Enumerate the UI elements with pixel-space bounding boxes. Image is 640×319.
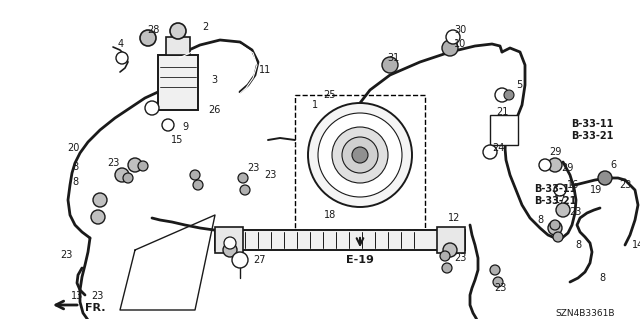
Circle shape bbox=[556, 203, 570, 217]
Circle shape bbox=[495, 88, 509, 102]
Text: 20: 20 bbox=[67, 143, 79, 153]
Circle shape bbox=[123, 173, 133, 183]
Text: 15: 15 bbox=[171, 135, 183, 145]
Circle shape bbox=[548, 158, 562, 172]
Text: 29: 29 bbox=[561, 163, 573, 173]
Text: 4: 4 bbox=[118, 39, 124, 49]
Text: 23: 23 bbox=[494, 283, 506, 293]
Circle shape bbox=[440, 251, 450, 261]
Text: 23: 23 bbox=[107, 158, 119, 168]
Text: B-33-11
B-33-21: B-33-11 B-33-21 bbox=[571, 119, 613, 141]
Text: 8: 8 bbox=[72, 177, 78, 187]
Bar bbox=[490, 115, 518, 145]
Circle shape bbox=[140, 30, 156, 46]
Text: 9: 9 bbox=[182, 122, 188, 132]
Circle shape bbox=[170, 23, 186, 39]
Text: 23: 23 bbox=[247, 163, 259, 173]
Circle shape bbox=[598, 171, 612, 185]
Circle shape bbox=[382, 57, 398, 73]
Text: 8: 8 bbox=[72, 162, 78, 172]
Text: E-19: E-19 bbox=[346, 255, 374, 265]
Text: FR.: FR. bbox=[84, 303, 105, 313]
Circle shape bbox=[115, 168, 129, 182]
Text: 23: 23 bbox=[569, 207, 581, 217]
Circle shape bbox=[493, 277, 503, 287]
Bar bbox=[295, 95, 425, 230]
Text: 23: 23 bbox=[264, 170, 276, 180]
Text: 3: 3 bbox=[211, 75, 217, 85]
Circle shape bbox=[539, 159, 551, 171]
Circle shape bbox=[548, 221, 562, 235]
Circle shape bbox=[504, 90, 514, 100]
Circle shape bbox=[308, 103, 412, 207]
Bar bbox=[437, 227, 465, 253]
Text: 5: 5 bbox=[516, 80, 522, 90]
Text: 27: 27 bbox=[253, 255, 266, 265]
Text: 21: 21 bbox=[496, 107, 508, 117]
Circle shape bbox=[332, 127, 388, 183]
Text: 30: 30 bbox=[454, 25, 466, 35]
Text: 23: 23 bbox=[91, 291, 103, 301]
Text: B-33-11
B-33-21: B-33-11 B-33-21 bbox=[534, 184, 576, 206]
Text: 31: 31 bbox=[387, 53, 399, 63]
Circle shape bbox=[352, 147, 368, 163]
Text: 29: 29 bbox=[549, 147, 561, 157]
Bar bbox=[215, 227, 243, 253]
Text: 19: 19 bbox=[590, 185, 602, 195]
Circle shape bbox=[232, 252, 248, 268]
Text: 14: 14 bbox=[632, 240, 640, 250]
Text: 12: 12 bbox=[448, 213, 460, 223]
Circle shape bbox=[240, 185, 250, 195]
Bar bbox=[215, 230, 465, 250]
Text: 16: 16 bbox=[567, 180, 579, 190]
Circle shape bbox=[128, 158, 142, 172]
Circle shape bbox=[193, 180, 203, 190]
Text: 24: 24 bbox=[492, 143, 504, 153]
Text: 23: 23 bbox=[454, 253, 466, 263]
Circle shape bbox=[443, 243, 457, 257]
FancyArrowPatch shape bbox=[56, 301, 77, 309]
Circle shape bbox=[550, 220, 560, 230]
Text: 8: 8 bbox=[537, 215, 543, 225]
Circle shape bbox=[224, 237, 236, 249]
Text: 6: 6 bbox=[610, 160, 616, 170]
Text: 28: 28 bbox=[147, 25, 159, 35]
Text: 8: 8 bbox=[575, 240, 581, 250]
Circle shape bbox=[446, 30, 460, 44]
Circle shape bbox=[91, 210, 105, 224]
Circle shape bbox=[553, 232, 563, 242]
Circle shape bbox=[442, 40, 458, 56]
Text: 10: 10 bbox=[454, 39, 466, 49]
Circle shape bbox=[190, 170, 200, 180]
Text: 17: 17 bbox=[554, 195, 566, 205]
Text: 23: 23 bbox=[60, 250, 72, 260]
Text: 11: 11 bbox=[259, 65, 271, 75]
Text: 23: 23 bbox=[619, 180, 631, 190]
Bar bbox=[166, 37, 190, 55]
Text: 18: 18 bbox=[324, 210, 336, 220]
Circle shape bbox=[318, 113, 402, 197]
Circle shape bbox=[93, 193, 107, 207]
Circle shape bbox=[138, 161, 148, 171]
Circle shape bbox=[554, 184, 566, 196]
Bar bbox=[158, 55, 198, 110]
Circle shape bbox=[145, 101, 159, 115]
Circle shape bbox=[483, 145, 497, 159]
Circle shape bbox=[442, 263, 452, 273]
Circle shape bbox=[162, 119, 174, 131]
Text: 26: 26 bbox=[208, 105, 220, 115]
Circle shape bbox=[116, 52, 128, 64]
Text: 1: 1 bbox=[312, 100, 318, 110]
Circle shape bbox=[342, 137, 378, 173]
Text: 8: 8 bbox=[599, 273, 605, 283]
Text: 25: 25 bbox=[324, 90, 336, 100]
Circle shape bbox=[490, 265, 500, 275]
Text: 2: 2 bbox=[202, 22, 208, 32]
Text: SZN4B3361B: SZN4B3361B bbox=[556, 308, 615, 317]
Circle shape bbox=[223, 243, 237, 257]
Circle shape bbox=[238, 173, 248, 183]
Text: 13: 13 bbox=[71, 291, 83, 301]
